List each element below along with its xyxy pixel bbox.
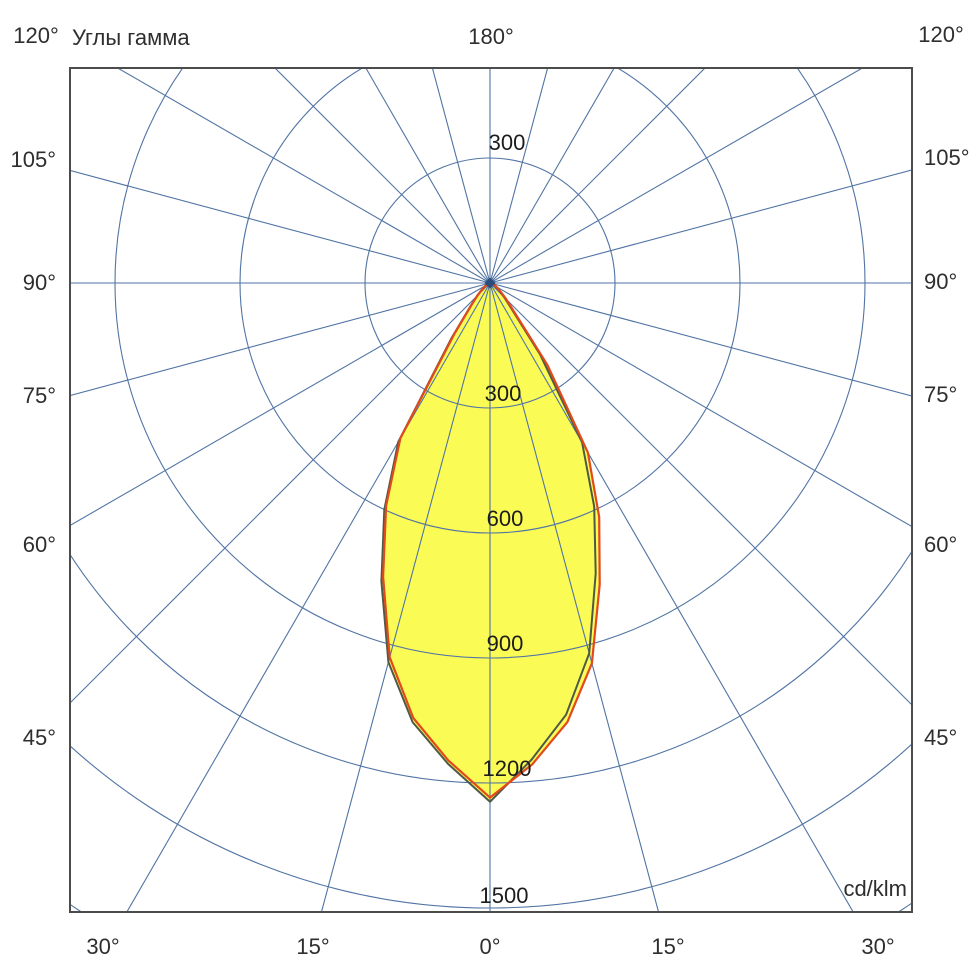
intensity-tick-300: 300	[484, 381, 522, 406]
grid-ray	[489, 169, 912, 284]
gamma-120-label-right: 120°	[918, 22, 964, 47]
gamma-label-left-75: 75°	[22, 383, 56, 408]
gamma-120-label-left: 120°	[13, 23, 59, 48]
center-marker	[484, 277, 496, 289]
unit-label: cd/klm	[843, 876, 907, 901]
intensity-tick-1500: 1500	[479, 883, 529, 908]
grid-ray	[70, 282, 491, 704]
grid-ray	[489, 282, 912, 397]
grid-ray	[489, 68, 864, 284]
grid-ray	[70, 282, 491, 527]
gamma-label-left-45: 45°	[22, 725, 56, 750]
gamma-label-right-45: 45°	[924, 725, 958, 750]
gamma-label-left-60: 60°	[22, 532, 56, 557]
grid-ray	[70, 282, 491, 397]
gamma-label-left-105: 105°	[10, 147, 56, 172]
grid-ray	[489, 282, 660, 912]
gamma-label-bottom-30l: 30°	[86, 934, 120, 959]
gamma-label-bottom-30r: 30°	[861, 934, 895, 959]
grid-ray	[274, 68, 491, 284]
grid-ray	[70, 169, 491, 284]
gamma-180-label: 180°	[468, 24, 514, 49]
grid-ray	[489, 68, 706, 284]
gamma-label-bottom-15r: 15°	[651, 934, 685, 959]
grid-ray	[489, 68, 549, 284]
gamma-label-right-60: 60°	[924, 532, 958, 557]
gamma-label-left-90: 90°	[22, 270, 56, 295]
intensity-tick-1200: 1200	[482, 756, 532, 781]
grid-ray	[116, 68, 491, 284]
intensity-tick-900: 900	[486, 631, 524, 656]
gamma-label-right-90: 90°	[924, 269, 958, 294]
intensity-tick-300-top: 300	[488, 130, 526, 155]
intensity-lobe-fill	[381, 283, 596, 802]
gamma-label-right-75: 75°	[924, 382, 958, 407]
grid-ray	[320, 282, 491, 912]
grid-ray	[489, 282, 912, 706]
grid-ray	[365, 68, 491, 284]
diagram-title: Углы гамма	[72, 25, 190, 50]
gamma-label-right-105: 105°	[924, 145, 970, 170]
plot-border	[69, 67, 913, 913]
grid-ray	[489, 282, 912, 528]
curve-c0-c180	[382, 281, 601, 799]
grid-ray	[489, 68, 615, 284]
gamma-label-bottom-15l: 15°	[296, 934, 330, 959]
grid-ray	[431, 68, 491, 284]
gamma-label-bottom-0: 0°	[479, 934, 501, 959]
intensity-tick-600: 600	[486, 506, 524, 531]
